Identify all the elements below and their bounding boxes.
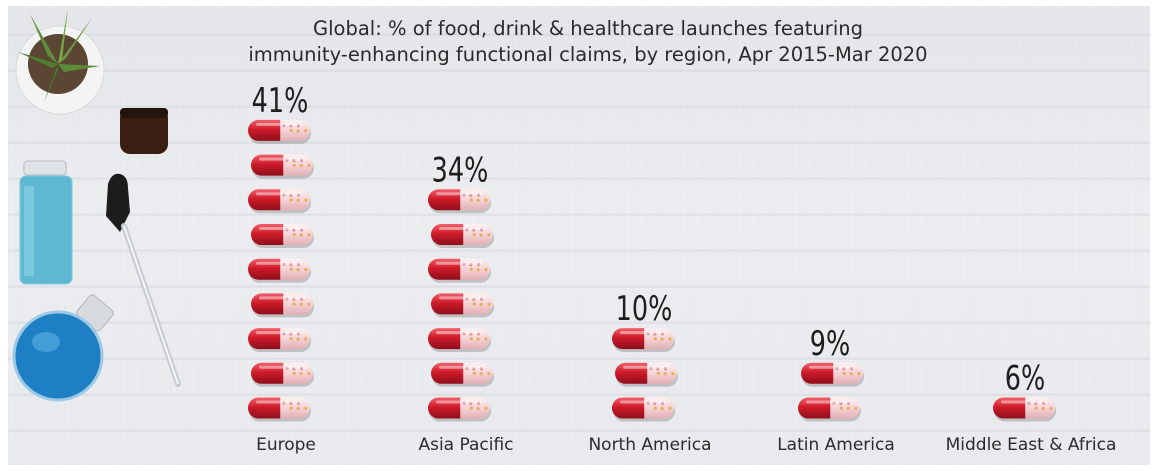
category-label: North America	[588, 435, 711, 455]
capsule-mark	[801, 362, 864, 387]
bar-europe	[247, 119, 314, 422]
bar-north-america	[612, 328, 678, 422]
chart-title-block: Global: % of food, drink & healthcare la…	[208, 16, 968, 68]
chart-title: Global: % of food, drink & healthcare la…	[313, 17, 863, 40]
bar-asia-pacific	[427, 189, 494, 422]
dropper-icon	[106, 173, 181, 387]
category-label: Asia Pacific	[418, 435, 513, 455]
flask-icon	[12, 294, 114, 402]
category-label: Middle East & Africa	[946, 435, 1117, 455]
capsule-mark	[431, 224, 494, 248]
capsule-mark	[251, 224, 314, 248]
capsule-mark	[615, 362, 678, 387]
capsule-chart: 41% Europe 34% Asia Pacific 10% North America…	[247, 81, 1117, 455]
value-label: 9%	[810, 324, 850, 364]
category-label: Europe	[256, 435, 316, 455]
value-label: 34%	[432, 151, 489, 191]
capsule-mark	[251, 362, 314, 387]
capsule-mark	[248, 397, 311, 422]
value-label: 10%	[616, 290, 673, 330]
amber-bottle-icon	[120, 108, 168, 154]
bar-middle-east-africa	[993, 397, 1056, 422]
capsule-mark	[251, 154, 314, 179]
blue-bottle-icon	[19, 160, 73, 285]
plant-icon	[15, 8, 105, 115]
chart-canvas: Global: % of food, drink & healthcare la…	[8, 6, 1150, 465]
capsule-mark	[428, 328, 491, 353]
capsule-mark	[431, 293, 494, 318]
bar-latin-america	[798, 362, 864, 422]
capsule-mark	[248, 328, 311, 353]
capsule-mark	[248, 189, 311, 214]
category-label: Latin America	[777, 435, 895, 455]
capsule-mark	[798, 397, 861, 422]
capsule-mark	[612, 328, 675, 353]
capsule-mark	[427, 258, 491, 283]
capsule-mark	[428, 189, 491, 214]
capsule-mark	[993, 397, 1056, 422]
value-label: 6%	[1005, 359, 1045, 399]
capsule-mark	[251, 293, 314, 318]
chart-subtitle: immunity-enhancing functional claims, by…	[248, 43, 928, 66]
capsule-mark	[431, 362, 494, 387]
capsule-mark	[612, 397, 675, 422]
capsule-mark	[247, 258, 311, 283]
capsule-mark	[428, 397, 491, 422]
value-label: 41%	[252, 81, 309, 121]
lab-decoration	[12, 8, 181, 402]
capsule-mark	[248, 119, 311, 144]
